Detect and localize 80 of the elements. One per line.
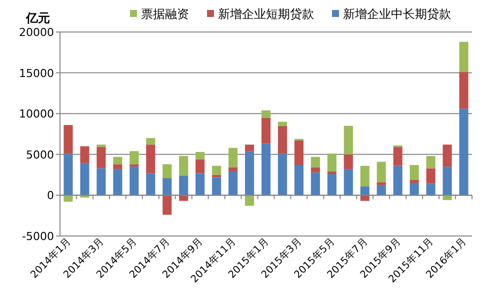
bar [360,186,370,196]
bar [310,156,320,168]
y-tick-label: 10000 [19,108,54,121]
bar [64,195,73,202]
bar [130,166,139,196]
bar [113,169,122,196]
bar [278,126,288,154]
bar [96,147,106,168]
bar [410,180,419,183]
bar [146,173,156,196]
legend-label: 票据融资 [141,7,189,21]
bar [261,144,271,196]
bar [442,166,452,196]
bar [344,154,353,170]
bar [442,195,452,200]
bar [212,177,222,196]
bar [228,167,238,172]
bar [113,156,122,164]
bar [113,164,122,170]
bar [196,159,205,174]
bar [376,162,386,182]
bar [442,144,452,167]
bar [96,144,106,148]
bar [196,173,205,196]
bar [130,164,139,167]
bar [64,125,73,154]
bar [410,165,419,180]
bar [376,182,386,186]
y-tick-label: 0 [47,189,54,202]
bar [426,184,436,196]
bar [459,72,468,109]
bar [244,144,254,152]
y-axis-title: 亿元 [25,11,50,25]
bar [64,154,73,196]
bar [410,182,419,196]
bar [344,169,353,196]
bar [146,144,156,174]
bar [261,110,271,118]
bar [376,185,386,196]
bar [80,163,90,196]
bar [179,176,188,196]
bar [360,166,370,186]
bar [360,195,370,201]
bar [179,195,188,201]
bar [179,156,188,176]
y-tick-label: -5000 [22,230,54,243]
bar [244,195,254,206]
bar [212,166,222,175]
bar [261,118,271,144]
bar [294,165,304,196]
bar [278,122,288,126]
y-tick-label: 15000 [19,66,54,80]
bar [244,151,254,196]
bar [162,178,172,196]
legend-label: 新增企业中长期贷款 [343,7,451,21]
bar [426,156,436,168]
bar [146,138,156,145]
bar [80,146,90,164]
y-tick-label: 20000 [19,26,54,39]
bar [459,108,468,196]
bar [130,151,139,164]
bar [327,174,336,196]
bar [228,172,238,196]
bar [426,168,436,184]
bar [393,147,402,166]
bar [393,166,402,196]
bar [228,148,238,168]
legend-label: 新增企业短期贷款 [218,7,314,21]
bar [310,172,320,196]
bar [294,140,304,166]
bar [459,42,468,72]
bar [344,126,353,154]
bar [162,195,172,215]
bar [310,167,320,172]
bar [196,152,205,160]
bar [162,164,172,178]
bar [96,168,106,196]
bar [278,154,288,196]
y-tick-label: 5000 [26,148,54,162]
bar [327,154,336,172]
